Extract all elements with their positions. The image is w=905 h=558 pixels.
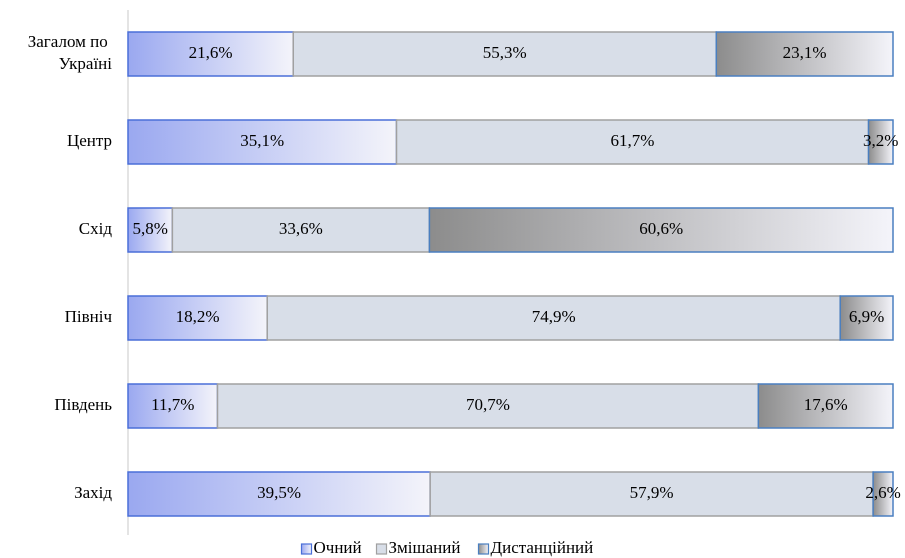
bar-segment (127, 471, 431, 517)
bar-segment (292, 31, 718, 77)
bar-segment (715, 31, 894, 77)
y-tick-label: Захід (74, 483, 112, 502)
legend-swatch (375, 543, 388, 555)
y-tick-label: Загалом по Україні (28, 32, 113, 73)
bar-segment (216, 383, 760, 429)
data-label: 57,9% (630, 483, 674, 502)
data-label: 6,9% (849, 307, 884, 326)
data-label: 18,2% (176, 307, 220, 326)
data-label: 3,2% (863, 131, 898, 150)
legend-swatch (300, 543, 313, 555)
data-label: 70,7% (466, 395, 510, 414)
bar-segment (127, 383, 219, 429)
data-label: 17,6% (804, 395, 848, 414)
bar-segment (429, 471, 874, 517)
data-label: 11,7% (151, 395, 194, 414)
data-label: 21,6% (189, 43, 233, 62)
data-label: 33,6% (279, 219, 323, 238)
data-label: 23,1% (783, 43, 827, 62)
legend-label: Очний (314, 538, 362, 557)
data-label: 60,6% (639, 219, 683, 238)
bar-segment (867, 119, 894, 165)
bar-segment (872, 471, 894, 517)
legend-label: Дистанційний (491, 538, 594, 557)
data-label: 61,7% (611, 131, 655, 150)
y-tick-label: Центр (67, 131, 112, 150)
legend-label: Змішаний (389, 538, 461, 557)
bar-segment (127, 295, 268, 341)
bar-segment (757, 383, 894, 429)
data-label: 74,9% (532, 307, 576, 326)
data-label: 55,3% (483, 43, 527, 62)
data-label: 5,8% (132, 219, 167, 238)
y-tick-label: Південь (54, 395, 112, 414)
bar-segment (428, 207, 894, 253)
legend-swatch (477, 543, 490, 555)
y-tick-label: Північ (65, 307, 113, 326)
bar-segment (266, 295, 841, 341)
bar-segment (839, 295, 894, 341)
y-tick-label: Схід (79, 219, 113, 238)
data-label: 2,6% (865, 483, 900, 502)
data-label: 35,1% (240, 131, 284, 150)
data-label: 39,5% (257, 483, 301, 502)
